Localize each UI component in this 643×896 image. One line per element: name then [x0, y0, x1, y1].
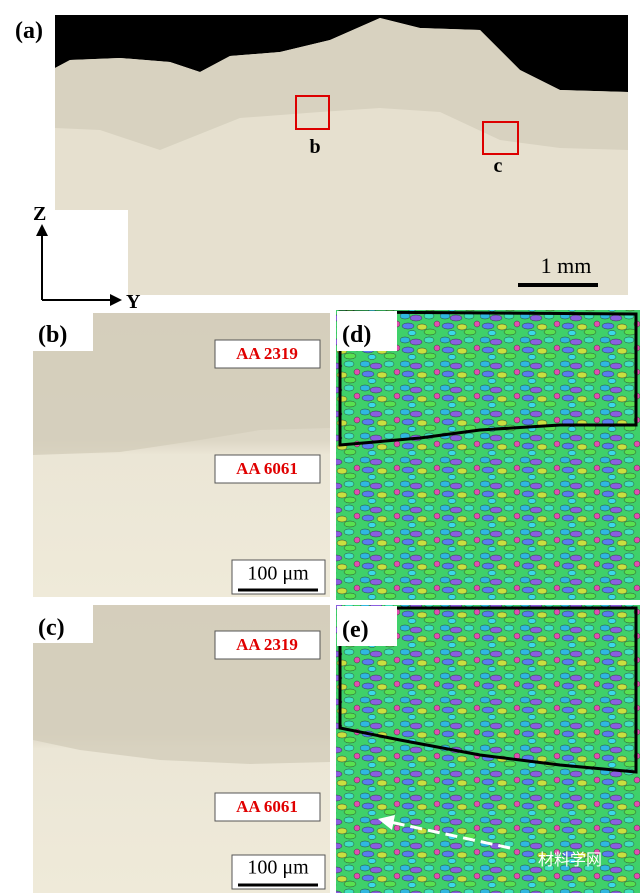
- arrow: [378, 815, 395, 830]
- label-bg: [337, 311, 397, 351]
- axes-bg: [28, 210, 128, 305]
- panel-label: (d): [342, 322, 371, 348]
- label-box: [214, 339, 321, 369]
- scale-label: 100 μm: [247, 857, 309, 879]
- label-bg: [337, 606, 397, 646]
- label-box: [214, 630, 321, 660]
- watermark: 材料学网: [538, 850, 602, 869]
- material-label: AA 2319: [236, 344, 298, 363]
- panel-label: (e): [342, 617, 369, 643]
- marker-box: [295, 95, 330, 130]
- arrow: [110, 294, 122, 306]
- scale-box: [231, 559, 326, 595]
- material-label: AA 6061: [236, 459, 298, 478]
- scale-label: 100 μm: [247, 563, 309, 585]
- weld-zone: [55, 18, 628, 150]
- material-label: AA 2319: [236, 635, 298, 654]
- ebsd-map-e: [336, 605, 640, 893]
- boundary: [338, 310, 638, 447]
- panel-label: (b): [38, 322, 67, 348]
- marker-box: [482, 121, 519, 155]
- axis-label: Z: [33, 203, 46, 225]
- scale-box: [231, 854, 326, 890]
- label-box: [214, 792, 321, 822]
- background-black: [55, 15, 628, 92]
- arrow: [389, 820, 511, 850]
- panel-label: (c): [38, 615, 65, 641]
- axes: [28, 210, 128, 306]
- marker-label: c: [494, 155, 503, 177]
- arrow: [36, 224, 48, 236]
- marker-label: b: [309, 136, 320, 158]
- ebsd-map-d: [336, 310, 640, 600]
- label-box: [214, 454, 321, 484]
- boundary: [338, 606, 638, 774]
- material-label: AA 6061: [236, 797, 298, 816]
- label-bg: [33, 605, 93, 643]
- label-bg: [33, 313, 93, 351]
- axis-label: Y: [126, 291, 141, 313]
- panel-label: (a): [15, 18, 43, 44]
- scale-label: 1 mm: [541, 253, 592, 278]
